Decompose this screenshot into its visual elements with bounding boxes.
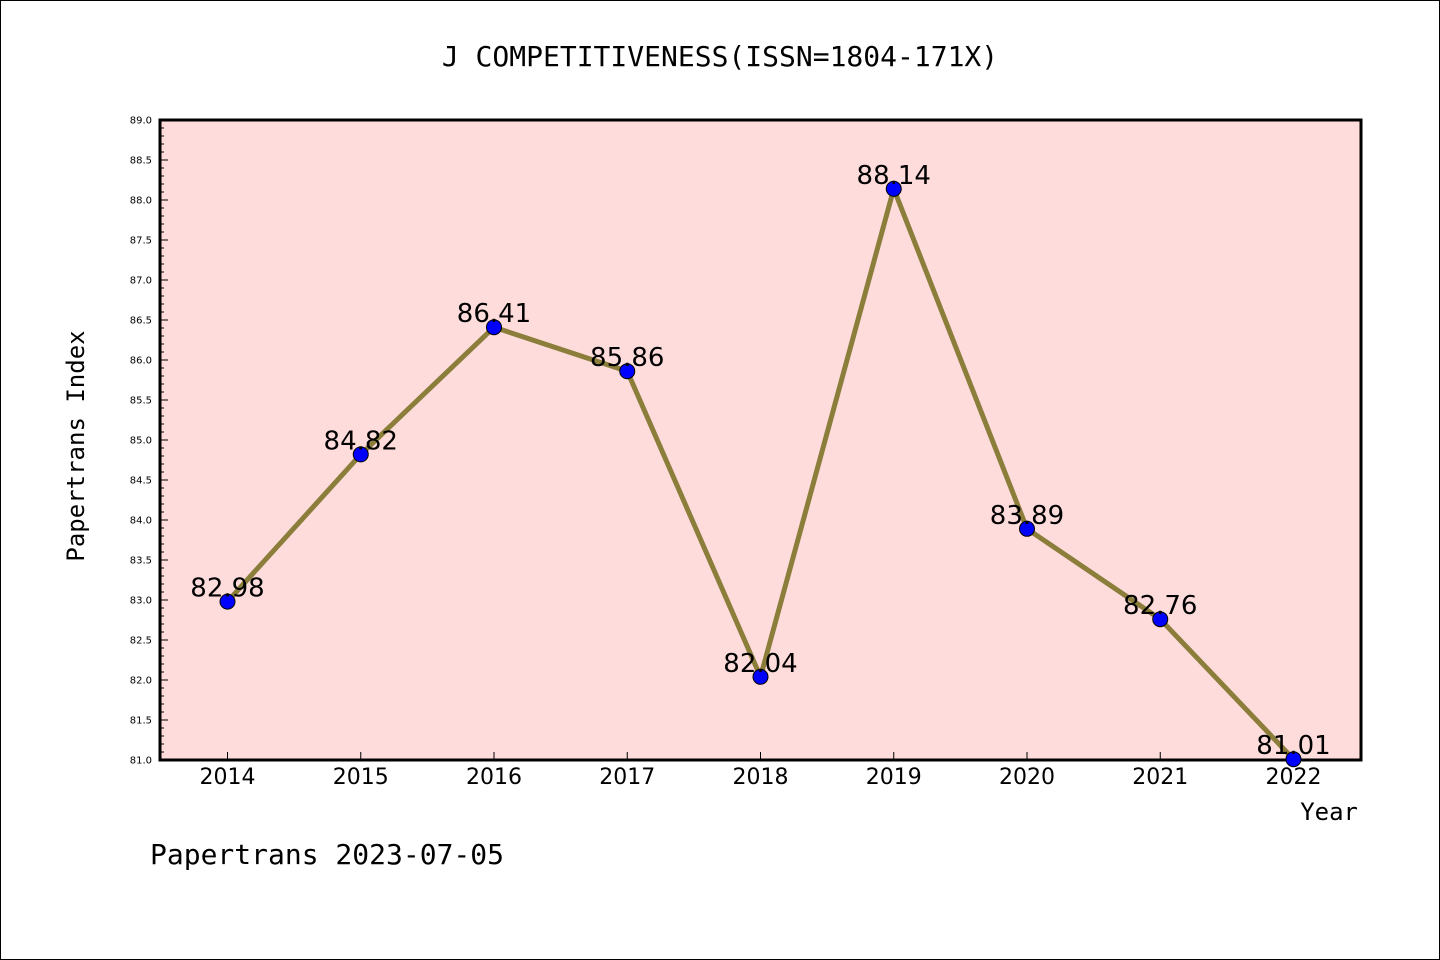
x-tick-label: 2020 [999, 765, 1055, 790]
y-tick-label: 82.0 [130, 676, 152, 687]
x-tick-label: 2018 [733, 765, 789, 790]
x-tick-label: 2022 [1266, 765, 1322, 790]
y-tick-label: 85.5 [130, 396, 152, 407]
y-tick-label: 84.5 [130, 476, 152, 487]
data-label: 88.14 [857, 161, 931, 191]
y-tick-label: 84.0 [130, 516, 152, 527]
data-label: 82.98 [190, 574, 264, 604]
chart-title: J COMPETITIVENESS(ISSN=1804-171X) [442, 40, 998, 73]
y-axis-label: Papertrans Index [62, 330, 90, 561]
x-axis-label: Year [1300, 798, 1358, 826]
data-point [219, 593, 236, 610]
data-label: 82.04 [723, 649, 797, 679]
data-point [1152, 611, 1169, 628]
plot-area [158, 118, 1363, 762]
y-tick-label: 83.5 [130, 556, 152, 567]
y-tick-label: 87.5 [130, 236, 152, 247]
y-tick-label: 82.5 [130, 636, 152, 647]
y-tick-label: 81.0 [130, 756, 152, 767]
data-point [619, 363, 636, 380]
x-axis-ticks: 2014 2015 2016 2017 2018 2019 2020 2021 2022 [200, 752, 1322, 790]
data-point [885, 180, 902, 197]
x-tick-label: 2017 [599, 765, 655, 790]
x-tick-label: 2014 [200, 765, 256, 790]
y-tick-label: 81.5 [130, 716, 152, 727]
data-label: 81.01 [1256, 731, 1330, 761]
y-tick-label: 88.5 [130, 156, 152, 167]
data-labels: 82.98 84.82 86.41 85.86 82.04 88.14 83.89 82.76… [190, 161, 1330, 761]
footer-text: Papertrans 2023-07-05 [150, 838, 504, 871]
y-tick-label: 87.0 [130, 276, 152, 287]
data-point [486, 319, 502, 336]
data-point [1019, 520, 1035, 537]
data-label: 82.76 [1123, 591, 1197, 621]
x-tick-label: 2021 [1132, 765, 1188, 790]
y-tick-label: 88.0 [130, 196, 152, 207]
data-label: 84.82 [324, 426, 398, 456]
data-point [1285, 751, 1302, 768]
x-tick-label: 2015 [333, 765, 389, 790]
y-tick-label: 85.0 [130, 436, 152, 447]
y-tick-label: 86.5 [130, 316, 152, 327]
data-point [752, 668, 769, 685]
x-tick-label: 2019 [866, 765, 922, 790]
y-tick-label: 83.0 [130, 596, 152, 607]
x-tick-label: 2016 [466, 765, 522, 790]
series-line-group [219, 180, 1302, 768]
data-label: 85.86 [590, 343, 664, 373]
y-tick-label: 89.0 [130, 116, 152, 127]
y-tick-label: 86.0 [130, 356, 152, 367]
data-label: 86.41 [457, 299, 531, 329]
y-axis-ticks: 81.0 81.5 82.0 82.5 83.0 83.5 84.0 84.5 85.0 85.5… [130, 116, 168, 767]
data-point [352, 446, 369, 463]
data-label: 83.89 [990, 501, 1064, 531]
